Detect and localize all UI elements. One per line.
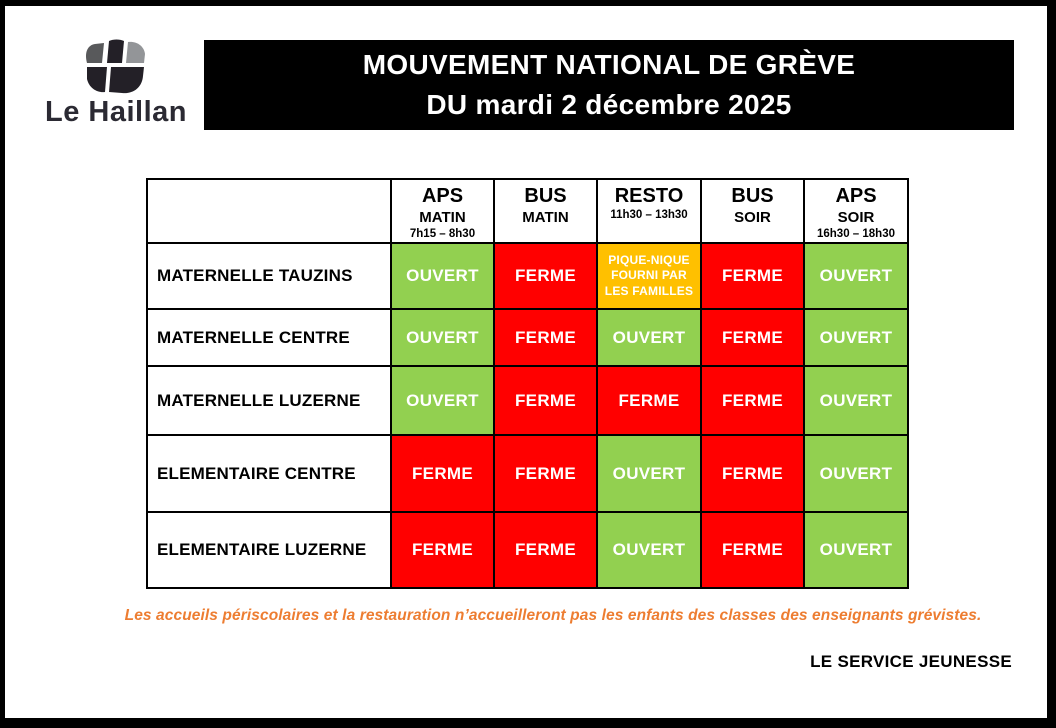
column-header-line2: MATIN	[522, 209, 569, 226]
status-cell: OUVERT	[803, 365, 909, 436]
status-cell: OUVERT	[390, 242, 495, 310]
status-cell: PIQUE-NIQUE FOURNI PAR LES FAMILLES	[596, 242, 702, 310]
column-header-line2: SOIR	[837, 209, 875, 226]
status-cell: FERME	[700, 365, 805, 436]
table-row: MATERNELLE LUZERNE OUVERT FERME FERME FE…	[146, 365, 909, 436]
status-cell: FERME	[700, 511, 805, 589]
status-cell: FERME	[390, 434, 495, 513]
school-name-cell: MATERNELLE LUZERNE	[146, 365, 392, 436]
column-header-aps-matin: APS MATIN 7h15 – 8h30	[390, 178, 495, 244]
school-name-cell: MATERNELLE TAUZINS	[146, 242, 392, 310]
status-cell: FERME	[700, 242, 805, 310]
status-cell: FERME	[596, 365, 702, 436]
column-header-aps-soir: APS SOIR 16h30 – 18h30	[803, 178, 909, 244]
status-cell: OUVERT	[596, 434, 702, 513]
banner-title-line2: DU mardi 2 décembre 2025	[426, 89, 792, 120]
logo-wordmark: Le Haillan	[45, 96, 187, 128]
strike-status-table: APS MATIN 7h15 – 8h30 BUS MATIN RESTO 11…	[146, 178, 909, 589]
column-header-line1: RESTO	[614, 185, 684, 207]
status-cell: OUVERT	[803, 308, 909, 367]
school-name-cell: MATERNELLE CENTRE	[146, 308, 392, 367]
school-name-cell: ELEMENTAIRE CENTRE	[146, 434, 392, 513]
column-header-time: 16h30 – 18h30	[816, 228, 895, 240]
column-header-bus-soir: BUS SOIR	[700, 178, 805, 244]
banner-title-line1: MOUVEMENT NATIONAL DE GRÈVE	[362, 49, 856, 80]
table-row: ELEMENTAIRE CENTRE FERME FERME OUVERT FE…	[146, 434, 909, 513]
column-header-line1: BUS	[524, 185, 567, 207]
table-row: ELEMENTAIRE LUZERNE FERME FERME OUVERT F…	[146, 511, 909, 589]
title-banner: MOUVEMENT NATIONAL DE GRÈVE DU mardi 2 d…	[204, 40, 1014, 130]
table-row: MATERNELLE CENTRE OUVERT FERME OUVERT FE…	[146, 308, 909, 367]
column-header-line1: APS	[421, 185, 464, 207]
table-row: MATERNELLE TAUZINS OUVERT FERME PIQUE-NI…	[146, 242, 909, 310]
column-header-line2: MATIN	[419, 209, 466, 226]
status-cell: FERME	[493, 434, 598, 513]
column-header-resto: RESTO 11h30 – 13h30	[596, 178, 702, 244]
column-header-time: 7h15 – 8h30	[409, 228, 476, 240]
header-blank-cell	[146, 178, 392, 244]
status-cell: FERME	[493, 511, 598, 589]
signature: LE SERVICE JEUNESSE	[810, 652, 1012, 671]
status-cell: FERME	[493, 365, 598, 436]
le-haillan-logo: Le Haillan	[41, 38, 191, 129]
school-name-cell: ELEMENTAIRE LUZERNE	[146, 511, 392, 589]
status-cell: FERME	[493, 242, 598, 310]
column-header-line1: APS	[835, 185, 877, 207]
status-cell: FERME	[493, 308, 598, 367]
status-cell: OUVERT	[596, 511, 702, 589]
status-cell: FERME	[390, 511, 495, 589]
footer-note: Les accueils périscolaires et la restaur…	[124, 607, 982, 624]
status-cell: OUVERT	[596, 308, 702, 367]
column-header-line1: BUS	[731, 185, 774, 207]
status-cell: OUVERT	[390, 308, 495, 367]
column-header-time: 11h30 – 13h30	[610, 209, 688, 221]
status-cell: OUVERT	[803, 242, 909, 310]
status-cell: OUVERT	[803, 511, 909, 589]
status-cell: OUVERT	[390, 365, 495, 436]
column-header-line2: SOIR	[734, 209, 771, 226]
le-haillan-emblem-icon	[85, 39, 145, 94]
status-cell: OUVERT	[803, 434, 909, 513]
column-header-bus-matin: BUS MATIN	[493, 178, 598, 244]
status-cell: FERME	[700, 434, 805, 513]
status-cell: FERME	[700, 308, 805, 367]
table-header-row: APS MATIN 7h15 – 8h30 BUS MATIN RESTO 11…	[146, 178, 909, 244]
